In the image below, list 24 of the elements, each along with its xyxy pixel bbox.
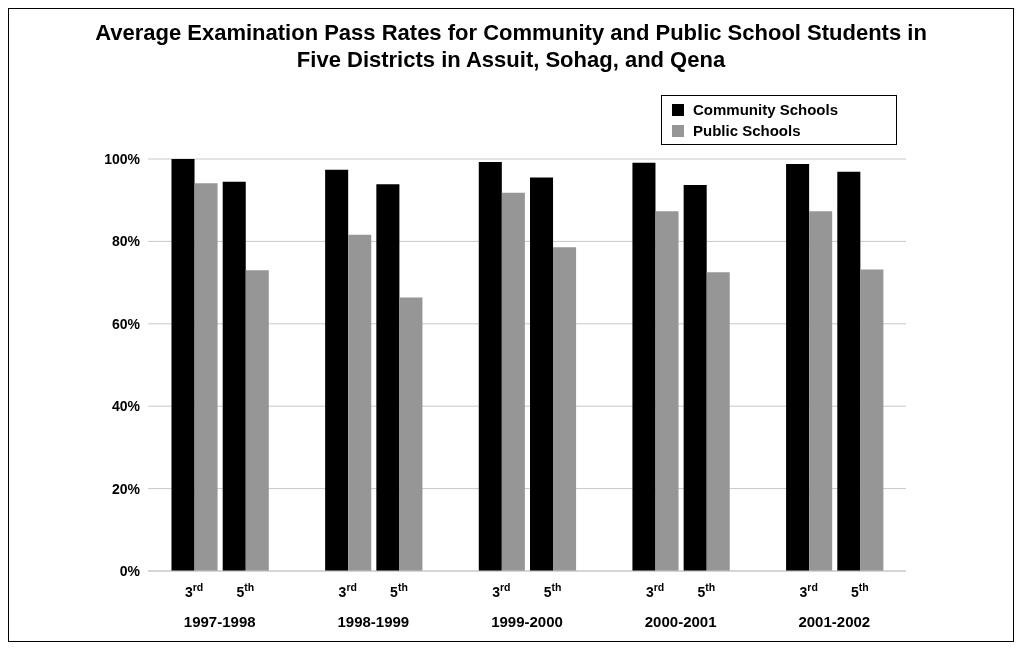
legend-label: Community Schools <box>693 100 839 120</box>
x-tick-label: 5$^{th}$ <box>543 581 562 600</box>
x-tick-label: 3$^{rd}$ <box>184 581 204 600</box>
text: 2000-2001 <box>644 613 717 630</box>
y-tick-label: 60% <box>111 315 141 332</box>
chart-title: Average Examination Pass Rates for Community and Public School Students in Five Districts in Assuit, Sohag, and Qena <box>94 19 928 74</box>
y-tick-label: 20% <box>111 480 141 497</box>
x-tick-label: 3$^{rd}$ <box>645 581 665 600</box>
text: 1997-1998 <box>183 613 256 630</box>
x-tick-label: 5$^{th}$ <box>236 581 255 600</box>
x-tick-label: 5$^{th}$ <box>697 581 716 600</box>
text: 1999-2000 <box>491 613 563 630</box>
x-tick-label: 3$^{rd}$ <box>799 581 818 600</box>
y-tick-label: 100% <box>104 150 141 167</box>
text: 2001-2002 <box>798 613 871 630</box>
x-tick-label: 5$^{th}$ <box>851 581 869 600</box>
x-tick-label: 3$^{rd}$ <box>492 581 511 600</box>
y-tick-label: 40% <box>111 398 141 415</box>
x-tick-label: 5$^{th}$ <box>390 581 408 600</box>
y-tick-label: 80% <box>111 233 141 250</box>
text: 1998-1999 <box>337 613 410 630</box>
y-tick-label: 0% <box>119 562 141 579</box>
x-tick-label: 3$^{rd}$ <box>338 581 357 600</box>
legend-label: Public Schools <box>693 121 801 141</box>
